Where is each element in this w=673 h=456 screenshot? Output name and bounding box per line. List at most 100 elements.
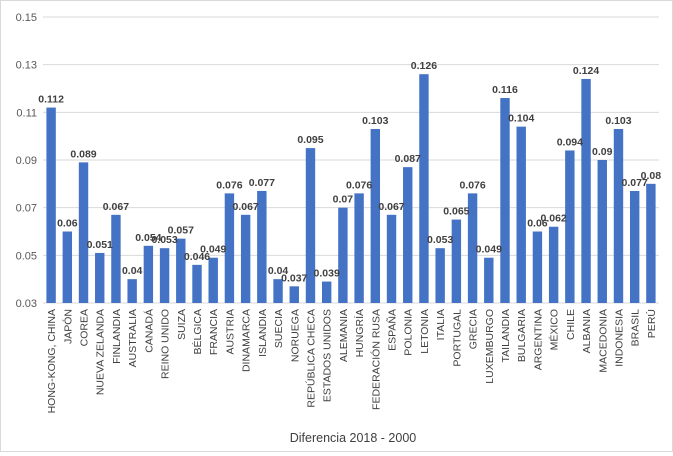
bar	[646, 183, 656, 303]
bar	[111, 214, 121, 303]
bar	[273, 279, 283, 303]
y-tick-label: 0.09	[16, 155, 37, 167]
data-label: 0.049	[200, 244, 226, 256]
data-label: 0.051	[87, 239, 113, 251]
bar	[176, 238, 186, 303]
x-tick-label: HUNGRÍA	[353, 309, 366, 357]
x-tick-label: LETONIA	[419, 309, 431, 354]
x-tick-label: SUIZA	[176, 309, 188, 340]
x-tick-label: AUSTRALIA	[127, 309, 139, 367]
bar	[532, 231, 543, 303]
data-label: 0.08	[641, 170, 662, 182]
bar	[403, 167, 413, 303]
data-label: 0.04	[122, 265, 143, 277]
data-label: 0.094	[557, 136, 583, 148]
bar	[289, 286, 299, 303]
bar	[548, 226, 559, 303]
data-label: 0.124	[573, 65, 599, 77]
y-tick-label: 0.13	[16, 60, 37, 72]
x-tick-label: INDONESIA	[613, 309, 625, 367]
x-tick-label: BÉLGICA	[191, 309, 204, 355]
data-label: 0.039	[314, 268, 340, 280]
x-tick-label: PERÚ	[645, 309, 658, 338]
bar	[451, 219, 462, 303]
bar	[613, 129, 624, 303]
x-tick-label: FRANCIA	[208, 309, 220, 355]
data-label: 0.103	[362, 115, 388, 127]
bar	[354, 193, 364, 303]
bar	[46, 107, 56, 303]
data-label: 0.053	[427, 234, 453, 246]
x-tick-label: SUECIA	[273, 309, 285, 348]
bar	[419, 74, 429, 303]
x-tick-label: COREA	[79, 309, 91, 346]
x-tick-label: BRASIL	[630, 309, 642, 347]
x-axis-title: Diferencia 2018 - 2000	[290, 431, 417, 445]
x-tick-label: NUEVA ZELANDA	[95, 309, 107, 395]
y-tick-label: 0.03	[16, 298, 37, 310]
x-tick-label: MÉXICO	[548, 309, 561, 350]
x-tick-label: MACEDONIA	[597, 309, 609, 373]
x-tick-label: LUXEMBURGO	[484, 309, 496, 384]
bar	[257, 190, 267, 303]
x-tick-label: FEDERACIÓN RUSA	[369, 309, 382, 410]
x-tick-label: CHILE	[565, 309, 577, 340]
x-tick-label: JAPÓN	[61, 309, 74, 344]
data-label: 0.054	[135, 232, 161, 244]
bar	[435, 248, 445, 303]
bar	[386, 214, 397, 303]
data-label: 0.077	[622, 177, 648, 189]
data-labels: 0.1120.060.0890.0510.0670.040.0540.0530.…	[38, 60, 661, 284]
x-tick-label: ARGENTINA	[532, 309, 544, 370]
data-label: 0.103	[605, 115, 631, 127]
x-tick-label: PORTUGAL	[451, 309, 463, 367]
data-label: 0.046	[184, 251, 210, 263]
data-label: 0.116	[492, 84, 518, 96]
y-tick-label: 0.11	[16, 107, 37, 119]
bar	[143, 245, 154, 303]
bar	[565, 150, 575, 303]
data-label: 0.049	[476, 244, 502, 256]
x-tick-label: DINAMARCA	[241, 309, 253, 372]
bar	[305, 148, 316, 303]
x-tick-label: ITALIA	[435, 309, 447, 340]
bar	[516, 126, 526, 303]
x-tick-label: ISLANDIA	[257, 309, 269, 357]
bar	[240, 214, 251, 303]
x-tick-label: ESTADOS UNIDOS	[322, 309, 334, 402]
bar	[484, 257, 494, 303]
x-tick-label: FINLANDIA	[111, 309, 123, 364]
bar	[208, 257, 218, 303]
data-label: 0.062	[540, 213, 566, 225]
data-label: 0.112	[38, 94, 64, 106]
data-label: 0.104	[508, 113, 534, 125]
y-axis-ticks: 0.03 0.05 0.07 0.09 0.11 0.13 0.15	[16, 12, 37, 310]
data-label: 0.095	[297, 134, 323, 146]
x-tick-label: POLONIA	[403, 309, 415, 356]
bar	[127, 279, 137, 303]
x-tick-label: AUSTRIA	[224, 309, 236, 355]
x-axis-ticks: HONG-KONG, CHINA JAPÓN COREA NUEVA ZELANDA F…	[46, 309, 658, 414]
bar	[338, 207, 348, 303]
bar	[78, 162, 89, 303]
data-label: 0.076	[459, 179, 485, 191]
bar	[321, 281, 332, 303]
data-label: 0.067	[103, 201, 129, 213]
y-tick-label: 0.15	[16, 12, 37, 24]
x-tick-label: HONG-KONG, CHINA	[46, 309, 58, 413]
bar	[581, 78, 591, 303]
bar	[629, 190, 640, 303]
data-label: 0.126	[411, 60, 437, 72]
bar	[467, 193, 478, 303]
x-tick-label: NORUEGA	[289, 309, 301, 362]
bar	[370, 129, 381, 303]
bar	[62, 231, 73, 303]
x-tick-label: ALBANIA	[581, 309, 593, 353]
data-label: 0.076	[346, 179, 372, 191]
x-tick-label: BULGARIA	[516, 309, 528, 362]
data-label: 0.087	[395, 153, 421, 165]
x-tick-label: ALEMANIA	[338, 309, 350, 362]
bar	[159, 248, 170, 303]
data-label: 0.067	[232, 201, 258, 213]
